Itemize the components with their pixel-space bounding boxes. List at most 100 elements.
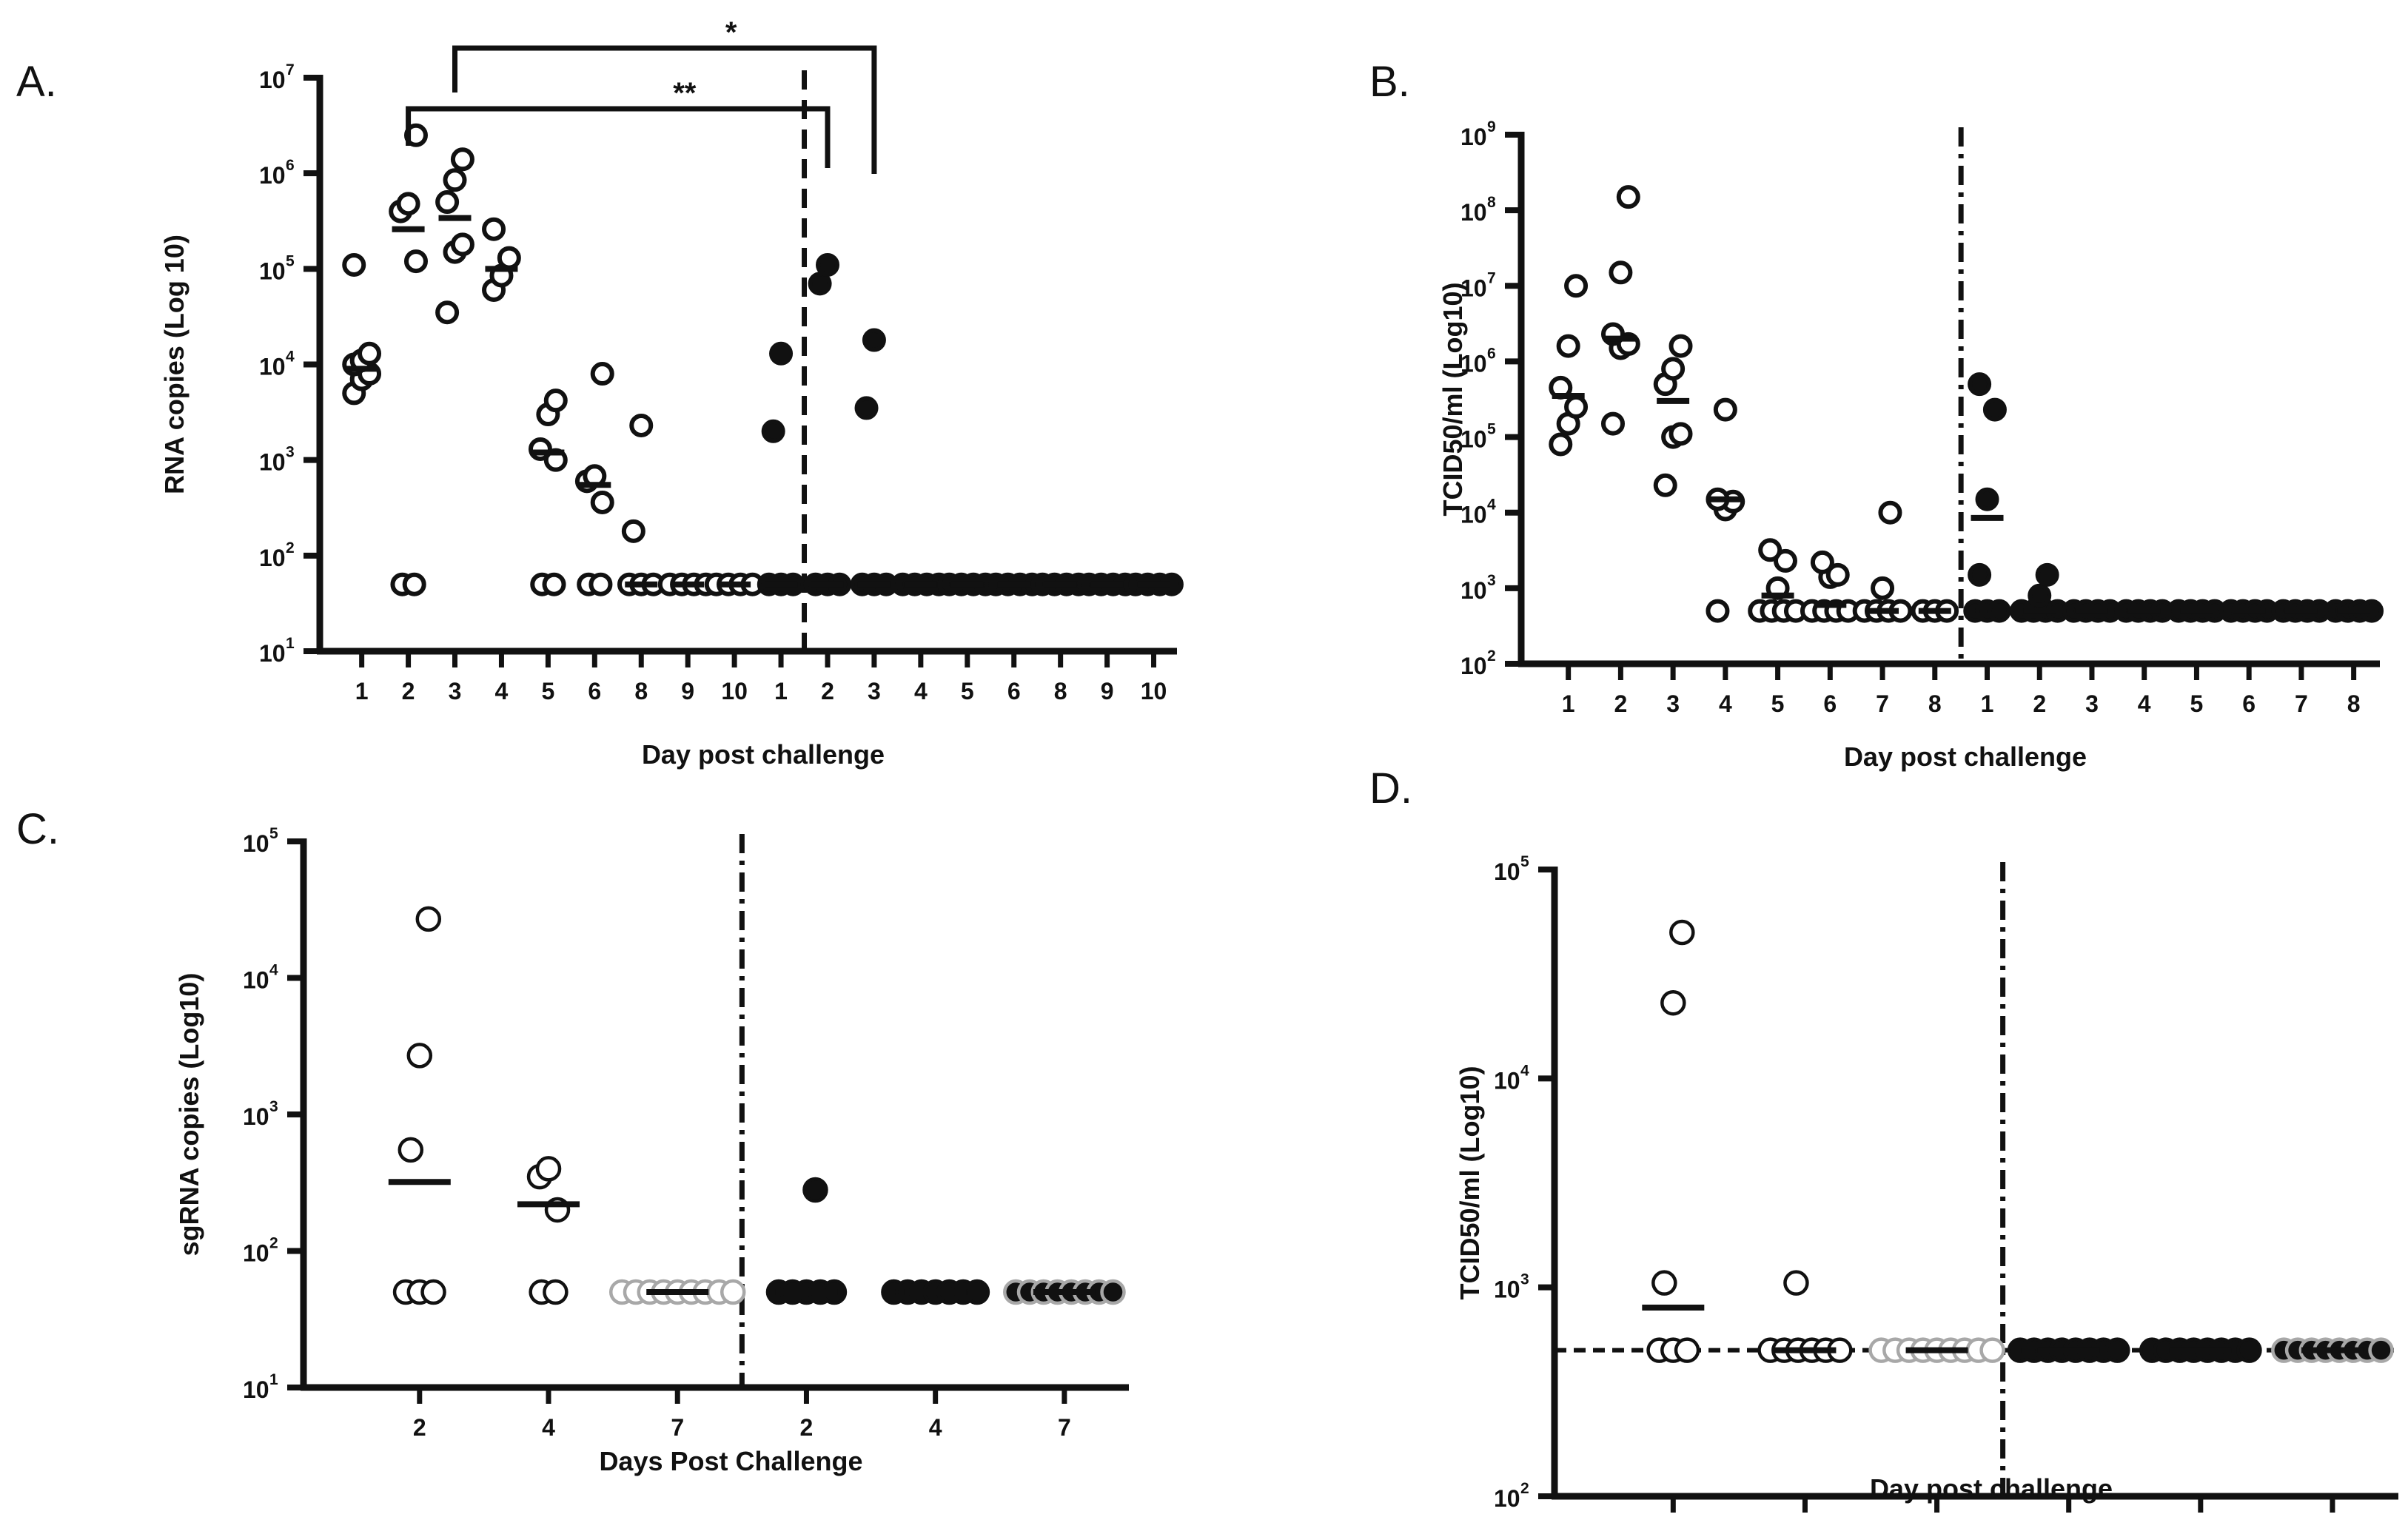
y-tick-exponent: 8 [1487,194,1496,211]
x-tick-label: 6 [2242,690,2256,717]
data-point [1773,548,1797,573]
x-axis-title: Days Post Challenge [599,1446,862,1476]
y-tick-label: 10 [259,67,286,93]
data-point [808,272,832,296]
data-point [497,246,521,270]
significance-bracket [452,45,877,174]
data-point [862,328,886,352]
data-point [815,252,839,277]
y-tick-label: 10 [243,830,269,857]
data-point [482,217,506,241]
y-tick-label: 10 [243,1103,269,1130]
data-point [720,1279,746,1305]
x-tick-label: 3 [2085,690,2099,717]
x-tick-label: 6 [1007,678,1021,704]
y-tick-exponent: 6 [286,157,295,174]
y-tick-label: 10 [1460,124,1487,150]
data-point [1810,550,1834,574]
y-tick-label: 10 [1460,502,1487,528]
data-point [2236,1337,2262,1363]
data-point [450,232,474,257]
data-point [769,341,794,366]
significance-label: ** [673,77,697,110]
x-tick-label: 4 [929,1414,942,1441]
y-axis-title: TCID50/ml (Log10) [1438,282,1468,516]
x-tick-label: 6 [588,678,601,704]
significance-label: * [725,16,737,49]
y-tick-label: 10 [1494,1276,1520,1303]
data-point [964,1279,990,1305]
data-point [1758,538,1782,562]
x-tick-label: 5 [961,678,974,704]
panel-letter: D. [1369,764,1412,813]
data-point [802,1177,828,1203]
data-point [450,147,474,172]
data-point [1968,372,1992,397]
y-tick-label: 10 [1494,1067,1520,1094]
y-tick-label: 10 [259,354,286,380]
x-tick-label: 7 [671,1414,684,1441]
x-axis-title: Day post challenge [642,739,885,770]
x-axis-title: Day post challenge [1844,741,2087,772]
data-point [1661,357,1686,381]
data-point [435,190,460,215]
x-tick-label: 10 [1141,678,1167,704]
data-point [406,1043,433,1069]
x-tick-label: 5 [541,678,554,704]
y-tick-label: 10 [243,1376,269,1403]
data-point [528,437,552,461]
y-tick-label: 10 [1460,653,1487,679]
y-tick-label: 10 [243,1240,269,1267]
x-tick-label: 4 [495,678,509,704]
x-tick-label: 6 [1823,690,1837,717]
x-tick-label: 5 [2190,690,2204,717]
y-tick-exponent: 4 [1520,1062,1529,1079]
data-point [590,362,614,386]
data-point [398,1137,424,1163]
y-tick-label: 10 [1494,858,1520,885]
x-tick-label: 5 [1771,690,1785,717]
data-point [358,341,382,366]
data-point [1564,394,1589,419]
data-point [443,168,467,192]
y-tick-exponent: 5 [1520,853,1529,870]
data-point [761,419,785,443]
data-point [403,249,428,274]
data-point [535,1156,562,1182]
data-point [588,572,613,596]
significance-bracket [406,106,831,168]
x-axis-title: Day post challenge [1870,1473,2113,1504]
x-tick-label: 3 [449,678,462,704]
x-tick-label: 8 [1054,678,1067,704]
y-tick-label: 10 [1460,426,1487,453]
x-tick-label: 1 [1981,690,1994,717]
data-point [1564,274,1589,298]
x-tick-label: 3 [1666,690,1680,717]
x-tick-label: 8 [1928,690,1942,717]
y-axis-title: sgRNA copies (Log10) [174,973,204,1257]
x-tick-label: 3 [868,678,881,704]
y-tick-exponent: 2 [1487,648,1496,665]
x-tick-label: 4 [1719,690,1732,717]
x-tick-label: 4 [2138,690,2151,717]
x-tick-label: 7 [1876,690,1889,717]
data-point [1549,432,1573,457]
data-point [402,572,426,596]
y-tick-exponent: 3 [1520,1271,1529,1288]
y-tick-exponent: 3 [1487,572,1496,589]
data-point [1653,473,1677,497]
data-point [1968,562,1992,587]
x-tick-label: 8 [2347,690,2361,717]
y-tick-exponent: 2 [286,539,295,556]
x-tick-label: 2 [413,1414,426,1441]
data-point [1979,1337,2005,1363]
data-point [621,519,645,543]
data-point [1556,334,1580,358]
y-tick-label: 10 [259,258,286,284]
data-point [420,1279,446,1305]
y-tick-exponent: 9 [1487,118,1496,135]
